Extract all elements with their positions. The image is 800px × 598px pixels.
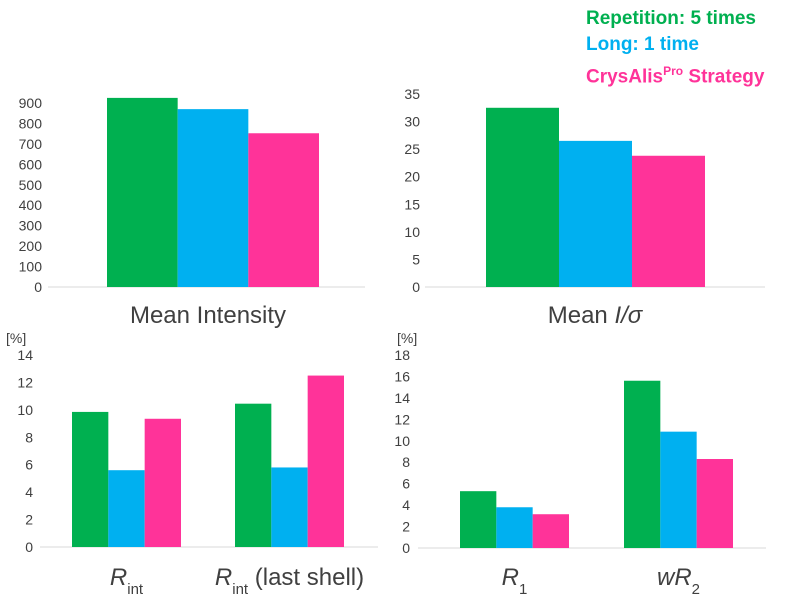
y-tick-label: 600 [19,156,43,172]
bar-4-1-2 [496,507,533,548]
bar-3-2-2 [271,467,308,547]
x-axis-title-part-1: I/σ [614,302,643,329]
y-tick-label: 0 [25,539,33,555]
y-tick-label: 35 [404,86,420,102]
legend-item-repetition: Repetition: 5 times [586,8,756,29]
y-tick-label: 16 [394,368,410,384]
bar-3-2-3 [307,375,344,547]
category-label-2: wR2 [657,564,700,598]
category-label-2-part-0: wR [657,564,692,591]
x-axis-title: Mean Intensity [130,302,286,329]
category-label-2-part-0: R [215,564,232,591]
chart-panel-2: 0 5 10 15 20 25 30 35 Mean I/σ [404,86,765,329]
category-label-1: R1 [502,564,528,598]
category-label-2-part-2: (last shell) [248,564,364,591]
y-tick-label: 18 [394,347,410,363]
y-tick-label: 4 [402,497,410,513]
category-label-1: Rint [110,564,144,598]
y-tick-label: 10 [17,402,33,418]
bar-4-1-1 [460,491,497,548]
category-label-1-part-0: R [502,564,519,591]
legend-crysalis-sup: Pro [663,64,684,78]
bar-3-2-1 [235,403,272,547]
y-tick-label: 500 [19,177,43,193]
y-tick-label: 30 [404,114,420,130]
y-tick-label: 14 [17,347,33,363]
y-tick-label: 900 [19,95,43,111]
y-tick-label: 200 [19,238,43,254]
y-tick-label: 2 [25,512,33,528]
y-tick-label: 0 [402,540,410,556]
y-tick-label: 4 [25,484,33,500]
y-tick-label: 5 [412,251,420,267]
y-tick-label: 12 [17,374,33,390]
chart-panel-1: 0 100 200 300 400 500 600 700 800 900 Mean Intensi… [19,95,365,329]
y-tick-label: 6 [25,457,33,473]
x-axis-title: Mean I/σ [548,302,644,329]
category-label-2-part-1: int [232,581,249,598]
category-label-1-part-1: 1 [519,581,527,598]
bar-4-2-2 [660,431,697,548]
y-tick-label: 0 [34,279,42,295]
x-axis-title-part-0: Mean [548,302,615,329]
category-label-2-part-1: 2 [692,581,700,598]
bar-2-1-1 [486,107,559,288]
bar-3-1-1 [72,411,109,547]
legend-crysalis-label: CrysAlis [586,66,664,88]
y-tick-label: 8 [402,454,410,470]
y-tick-label: 8 [25,429,33,445]
bar-1-1-1 [107,97,178,287]
y-tick-label: 100 [19,259,43,275]
bar-4-2-3 [696,459,733,548]
y-tick-label: 700 [19,136,43,152]
category-label-1-part-1: int [127,581,144,598]
y-unit-label: [%] [397,330,417,346]
y-tick-label: 12 [394,411,410,427]
y-tick-label: 10 [394,433,410,449]
y-tick-label: 10 [404,224,420,240]
legend: Repetition: 5 times Long: 1 time CrysAli… [586,6,764,90]
y-tick-label: 2 [402,519,410,535]
bar-1-1-2 [177,109,249,287]
bar-4-1-3 [532,514,569,548]
bar-4-2-1 [624,380,661,548]
y-tick-label: 300 [19,218,43,234]
y-tick-label: 0 [412,279,420,295]
y-tick-label: 6 [402,476,410,492]
y-tick-label: 400 [19,197,43,213]
bar-1-1-3 [248,133,319,287]
category-label-1-part-0: R [110,564,127,591]
y-tick-label: 800 [19,115,43,131]
category-label-2: Rint (last shell) [215,564,364,598]
bar-2-1-2 [559,140,632,287]
legend-crysalis-suffix: Strategy [683,66,765,88]
bar-3-1-3 [144,418,181,547]
bar-2-1-3 [632,155,705,287]
legend-item-crysalis: CrysAlisPro Strategy [586,58,764,90]
y-tick-label: 15 [404,196,420,212]
legend-item-long: Long: 1 time [586,34,699,55]
y-tick-label: 25 [404,141,420,157]
y-unit-label: [%] [6,330,26,346]
y-tick-label: 20 [404,169,420,185]
bar-3-1-2 [108,470,145,547]
y-tick-label: 14 [394,390,410,406]
